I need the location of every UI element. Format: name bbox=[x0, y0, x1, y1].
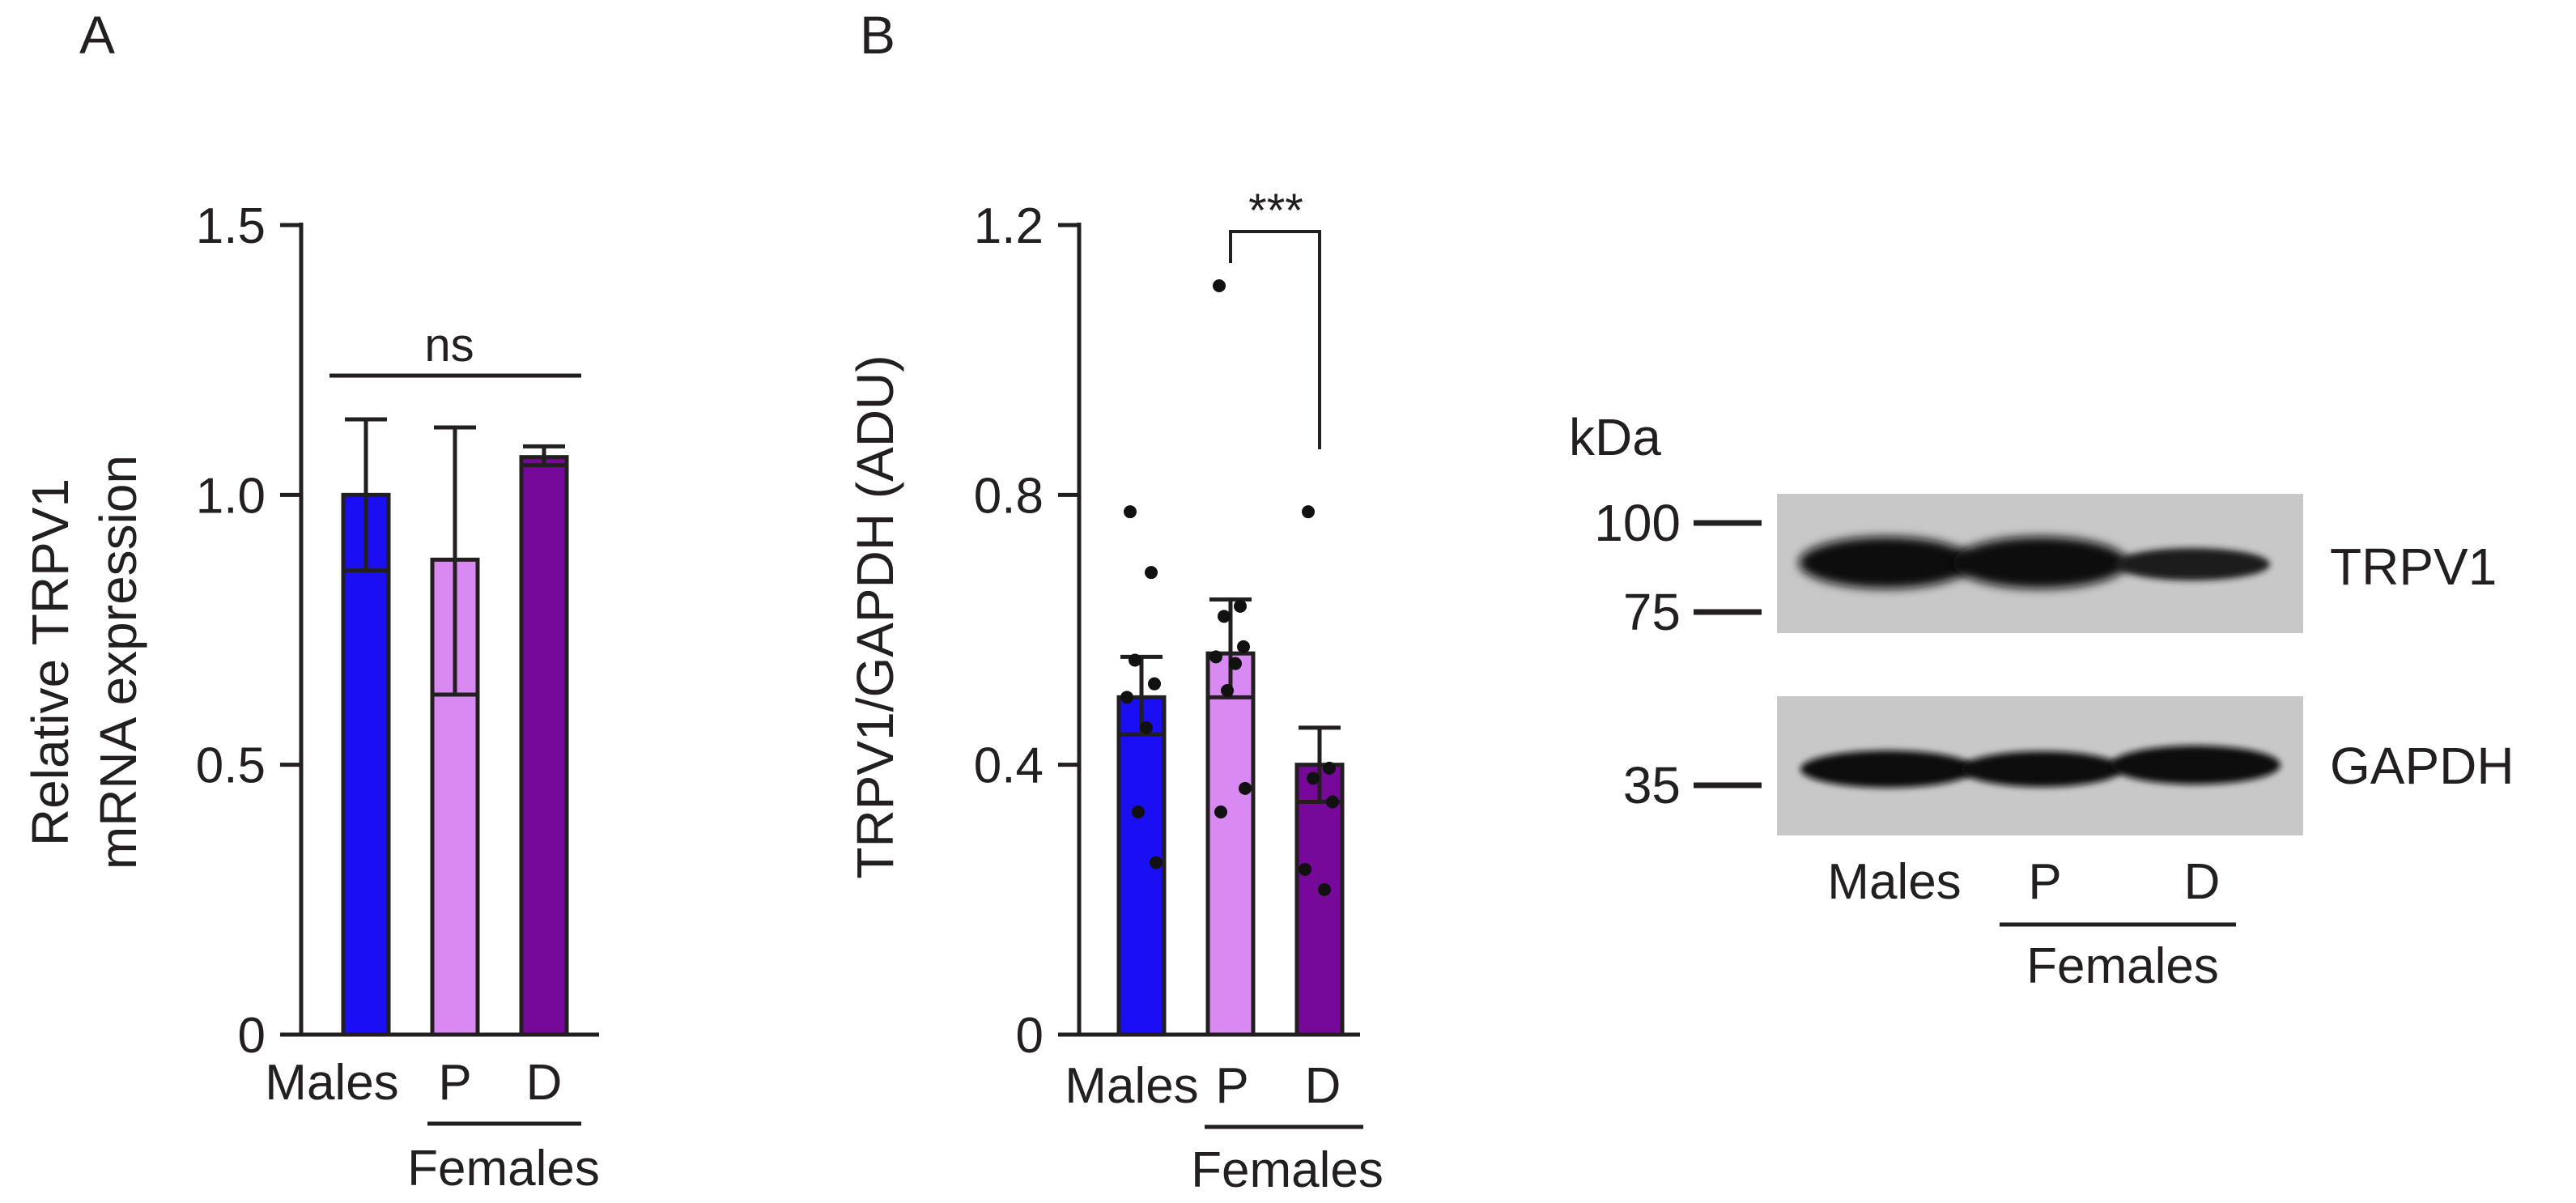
panel-b-data-point bbox=[1318, 882, 1331, 896]
panel-a-bar-males bbox=[341, 492, 391, 1037]
panel-b-data-point bbox=[1323, 761, 1336, 775]
blot-lane-p: P bbox=[2028, 854, 2061, 910]
panel-a-y-axis-label-line1: Relative TRPV1 bbox=[21, 478, 79, 846]
blot-lane-males: Males bbox=[1827, 854, 1961, 910]
panel-a-category-males: Males bbox=[265, 1055, 398, 1111]
panel-b-data-point bbox=[1214, 806, 1227, 818]
panel-b-data-point bbox=[1299, 862, 1311, 876]
blot-marker-35: 35 bbox=[1623, 756, 1681, 814]
blot-band-label-gapdh: GAPDH bbox=[2330, 737, 2514, 795]
panel-b-data-point bbox=[1140, 721, 1153, 734]
panel-b-y-tick-label: 0.4 bbox=[974, 738, 1044, 794]
panel-letter-a: A bbox=[79, 5, 115, 65]
panel-a-category-p: P bbox=[438, 1055, 471, 1111]
panel-b-data-point bbox=[1229, 657, 1242, 670]
panel-b-data-point bbox=[1221, 684, 1234, 697]
panel-b-data-point bbox=[1239, 781, 1252, 795]
panel-b-significance-bracket bbox=[1229, 230, 1321, 449]
western-blot: kDa 100 75 35 TRPV1 GAPDH Males P D Fema… bbox=[1569, 408, 2514, 994]
panel-a-females-label: Females bbox=[407, 1141, 600, 1197]
panel-a-y-tick-label: 1.0 bbox=[196, 468, 266, 524]
blot-band-gapdh-p bbox=[1961, 751, 2123, 787]
panel-a-y-axis-label-line2: mRNA expression bbox=[89, 455, 147, 869]
panel-b-data-point bbox=[1302, 505, 1315, 519]
panel-b-bar-d bbox=[1294, 763, 1345, 1037]
blot-marker-75: 75 bbox=[1623, 583, 1681, 641]
blot-band-gapdh-males bbox=[1800, 750, 1975, 788]
panel-a-chart: Relative TRPV1 mRNA expression 0 0.5 1.0 1.… bbox=[21, 198, 600, 1197]
panel-b-y-axis-label: TRPV1/GAPDH (ADU) bbox=[846, 355, 904, 878]
blot-band-label-trpv1: TRPV1 bbox=[2330, 538, 2497, 596]
panel-b-females-label: Females bbox=[1191, 1142, 1384, 1198]
panel-b-y-tick-label: 0.8 bbox=[974, 468, 1044, 524]
panel-b-data-point bbox=[1213, 279, 1226, 292]
blot-marker-100: 100 bbox=[1594, 494, 1681, 552]
panel-b-y-tick-label: 0 bbox=[1016, 1008, 1044, 1064]
blot-band-trpv1-d bbox=[2115, 548, 2270, 580]
panel-a-significance-label: ns bbox=[424, 319, 474, 372]
panel-a-y-tick-label: 1.5 bbox=[196, 198, 266, 254]
blot-females-label: Females bbox=[2026, 938, 2219, 994]
panel-a-bar-d bbox=[519, 455, 569, 1037]
panel-b-bar-p bbox=[1205, 651, 1256, 1037]
panel-b-data-point bbox=[1132, 806, 1145, 818]
panel-b-data-point bbox=[1124, 505, 1137, 519]
panel-letter-b: B bbox=[860, 5, 895, 65]
panel-b-y-tick-label: 1.2 bbox=[974, 198, 1044, 254]
panel-b-category-males: Males bbox=[1065, 1058, 1198, 1114]
panel-b-data-point bbox=[1326, 795, 1339, 809]
panel-b-chart: TRPV1/GAPDH (ADU) 0 0.4 0.8 1.2 *** Males P… bbox=[846, 185, 1384, 1198]
blot-kda-label: kDa bbox=[1569, 408, 1661, 466]
panel-b-data-point bbox=[1218, 610, 1231, 623]
panel-a-y-tick-label: 0 bbox=[238, 1008, 266, 1064]
panel-b-data-point bbox=[1120, 691, 1133, 704]
panel-a-y-tick-label: 0.5 bbox=[196, 738, 266, 794]
panel-b-data-point bbox=[1129, 653, 1141, 667]
panel-b-category-d: D bbox=[1305, 1058, 1341, 1114]
panel-b-data-point bbox=[1307, 772, 1320, 785]
panel-a-category-d: D bbox=[526, 1055, 563, 1111]
blot-band-gapdh-d bbox=[2111, 746, 2281, 784]
blot-band-trpv1-p bbox=[1953, 537, 2128, 589]
panel-b-data-point bbox=[1237, 640, 1250, 653]
panel-b-data-point bbox=[1150, 856, 1163, 869]
panel-b-category-p: P bbox=[1215, 1058, 1248, 1114]
panel-b-significance-label: *** bbox=[1248, 185, 1303, 237]
blot-band-trpv1-males bbox=[1799, 537, 1974, 589]
panel-b-data-point bbox=[1234, 599, 1247, 613]
panel-b-data-point bbox=[1209, 650, 1222, 664]
panel-b-data-point bbox=[1145, 566, 1158, 580]
panel-b-data-point bbox=[1148, 677, 1161, 691]
blot-lane-d: D bbox=[2184, 854, 2221, 910]
